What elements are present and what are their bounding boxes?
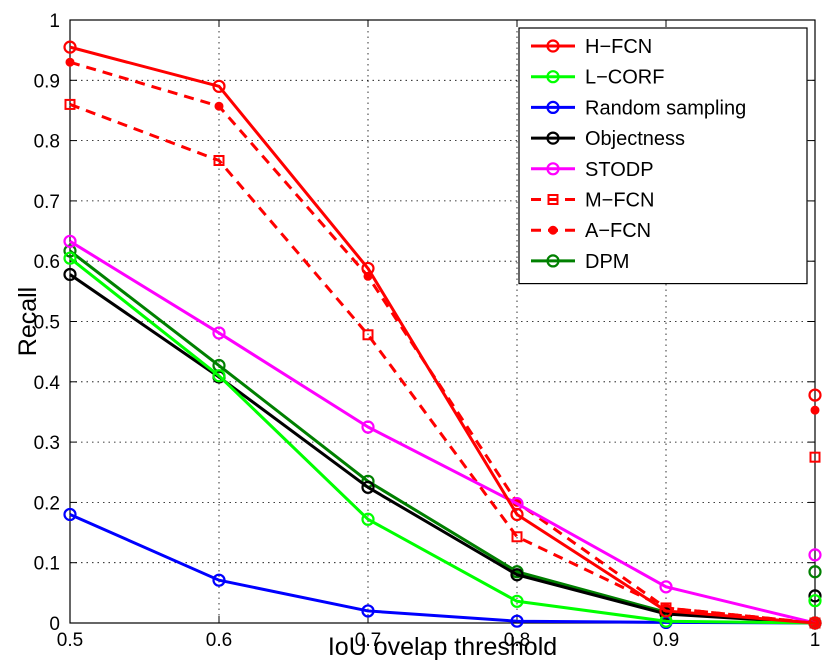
data-point-h-fcn	[659, 604, 673, 618]
legend-label: STODP	[585, 159, 654, 181]
y-tick-label: 0.7	[34, 192, 60, 213]
axis-ticks: 0.5 0.6 0.7 0.8 0.9 1 0 0.1 0.2 0.3 0.4 0.5 0.6 0.7 0.…	[34, 11, 821, 651]
data-point-objectness	[63, 267, 77, 282]
x-tick-label: 0.8	[504, 630, 530, 651]
legend-item-random-sampling: Random sampling	[531, 97, 746, 119]
legend-swatch-marker	[546, 254, 560, 268]
legend-swatch-marker	[546, 131, 560, 145]
series-line-objectness	[69, 273, 816, 625]
legend-label: M−FCN	[585, 190, 654, 212]
data-point-objectness	[510, 568, 524, 582]
data-point-m-fcn	[213, 154, 225, 166]
legend-label: DPM	[585, 251, 629, 273]
data-point-random-sampling	[63, 507, 77, 522]
legend-box	[518, 27, 808, 285]
legend-item-dpm: DPM	[531, 251, 629, 273]
series-line-l-corf	[69, 257, 816, 625]
data-point-a-fcn	[65, 57, 75, 67]
legend-label: A−FCN	[585, 220, 651, 242]
legend-item-h-fcn: H−FCN	[531, 36, 652, 58]
y-tick-label: 0.2	[34, 493, 60, 514]
data-point-objectness	[361, 480, 375, 494]
legend-item-m-fcn: M−FCN	[531, 190, 654, 212]
legend-item-objectness: Objectness	[531, 128, 685, 150]
y-tick-label: 0.9	[34, 71, 60, 92]
series-objectness	[63, 267, 822, 630]
data-point-dpm	[63, 244, 77, 258]
legend-swatch-marker	[547, 194, 559, 205]
y-tick-label: 0.4	[34, 373, 61, 394]
x-tick-label: 0.6	[206, 630, 232, 651]
extra-point-dpm	[808, 565, 822, 579]
extra-point-stodp	[808, 548, 822, 562]
legend-swatch-marker	[546, 39, 560, 53]
y-axis-label: Recall	[14, 287, 42, 356]
data-point-stodp	[361, 420, 375, 434]
y-tick-label: 1	[49, 11, 60, 32]
y-tick-label: 0	[49, 614, 60, 635]
series-line-stodp	[69, 240, 816, 625]
extra-point-a-fcn	[810, 405, 820, 415]
data-point-h-fcn	[212, 79, 226, 93]
legend-label: L−CORF	[585, 67, 664, 89]
extra-point-m-fcn	[809, 451, 821, 463]
y-tick-label: 0.6	[34, 252, 60, 273]
legend-item-stodp: STODP	[531, 159, 654, 181]
data-point-h-fcn	[63, 40, 77, 54]
extra-point-objectness	[808, 589, 822, 603]
y-tick-label: 0.8	[34, 132, 60, 153]
y-tick-label: 0.5	[34, 313, 60, 334]
legend-swatch-marker	[546, 70, 560, 84]
data-point-m-fcn	[511, 531, 523, 543]
series-stodp	[63, 234, 822, 630]
legend-item-l-corf: L−CORF	[531, 67, 664, 89]
data-point-l-corf	[510, 594, 524, 608]
data-point-h-fcn	[510, 507, 524, 522]
data-point-random-sampling	[361, 604, 375, 618]
data-point-stodp	[212, 326, 226, 340]
series-h-fcn	[63, 40, 822, 630]
legend-swatch-marker	[546, 162, 560, 176]
y-tick-label: 0.1	[34, 554, 60, 575]
x-tick-label: 1	[810, 630, 821, 651]
x-tick-label: 0.9	[653, 630, 679, 651]
extra-point-h-fcn	[808, 388, 822, 402]
data-point-l-corf	[63, 251, 77, 265]
data-point-random-sampling	[510, 614, 524, 628]
y-tick-label: 0.3	[34, 433, 60, 454]
data-point-m-fcn	[64, 98, 76, 110]
legend-label: Random sampling	[585, 97, 746, 119]
legend-swatch-marker	[546, 100, 560, 115]
x-tick-label: 0.7	[355, 630, 381, 651]
legend-label: Objectness	[585, 128, 685, 150]
data-point-a-fcn	[214, 101, 224, 111]
x-tick-label: 0.5	[57, 630, 83, 651]
legend: H−FCN L−CORF Random sampling Objectness STOD…	[518, 27, 808, 285]
data-point-l-corf	[361, 512, 375, 526]
legend-item-a-fcn: A−FCN	[531, 220, 651, 242]
legend-swatch-marker	[548, 225, 558, 235]
data-point-stodp	[659, 580, 673, 594]
series-line-m-fcn	[69, 103, 816, 625]
data-point-m-fcn	[362, 329, 374, 341]
data-point-h-fcn	[808, 616, 822, 630]
x-axis-label: IoU ovelap threshold	[328, 633, 557, 661]
data-point-stodp	[63, 234, 77, 248]
data-point-l-corf	[212, 369, 226, 383]
data-point-random-sampling	[212, 573, 226, 587]
data-point-h-fcn	[361, 261, 375, 276]
series-line-h-fcn	[69, 45, 816, 625]
legend-label: H−FCN	[585, 36, 652, 58]
extra-point-l-corf	[808, 594, 822, 608]
series-layer	[63, 40, 822, 630]
